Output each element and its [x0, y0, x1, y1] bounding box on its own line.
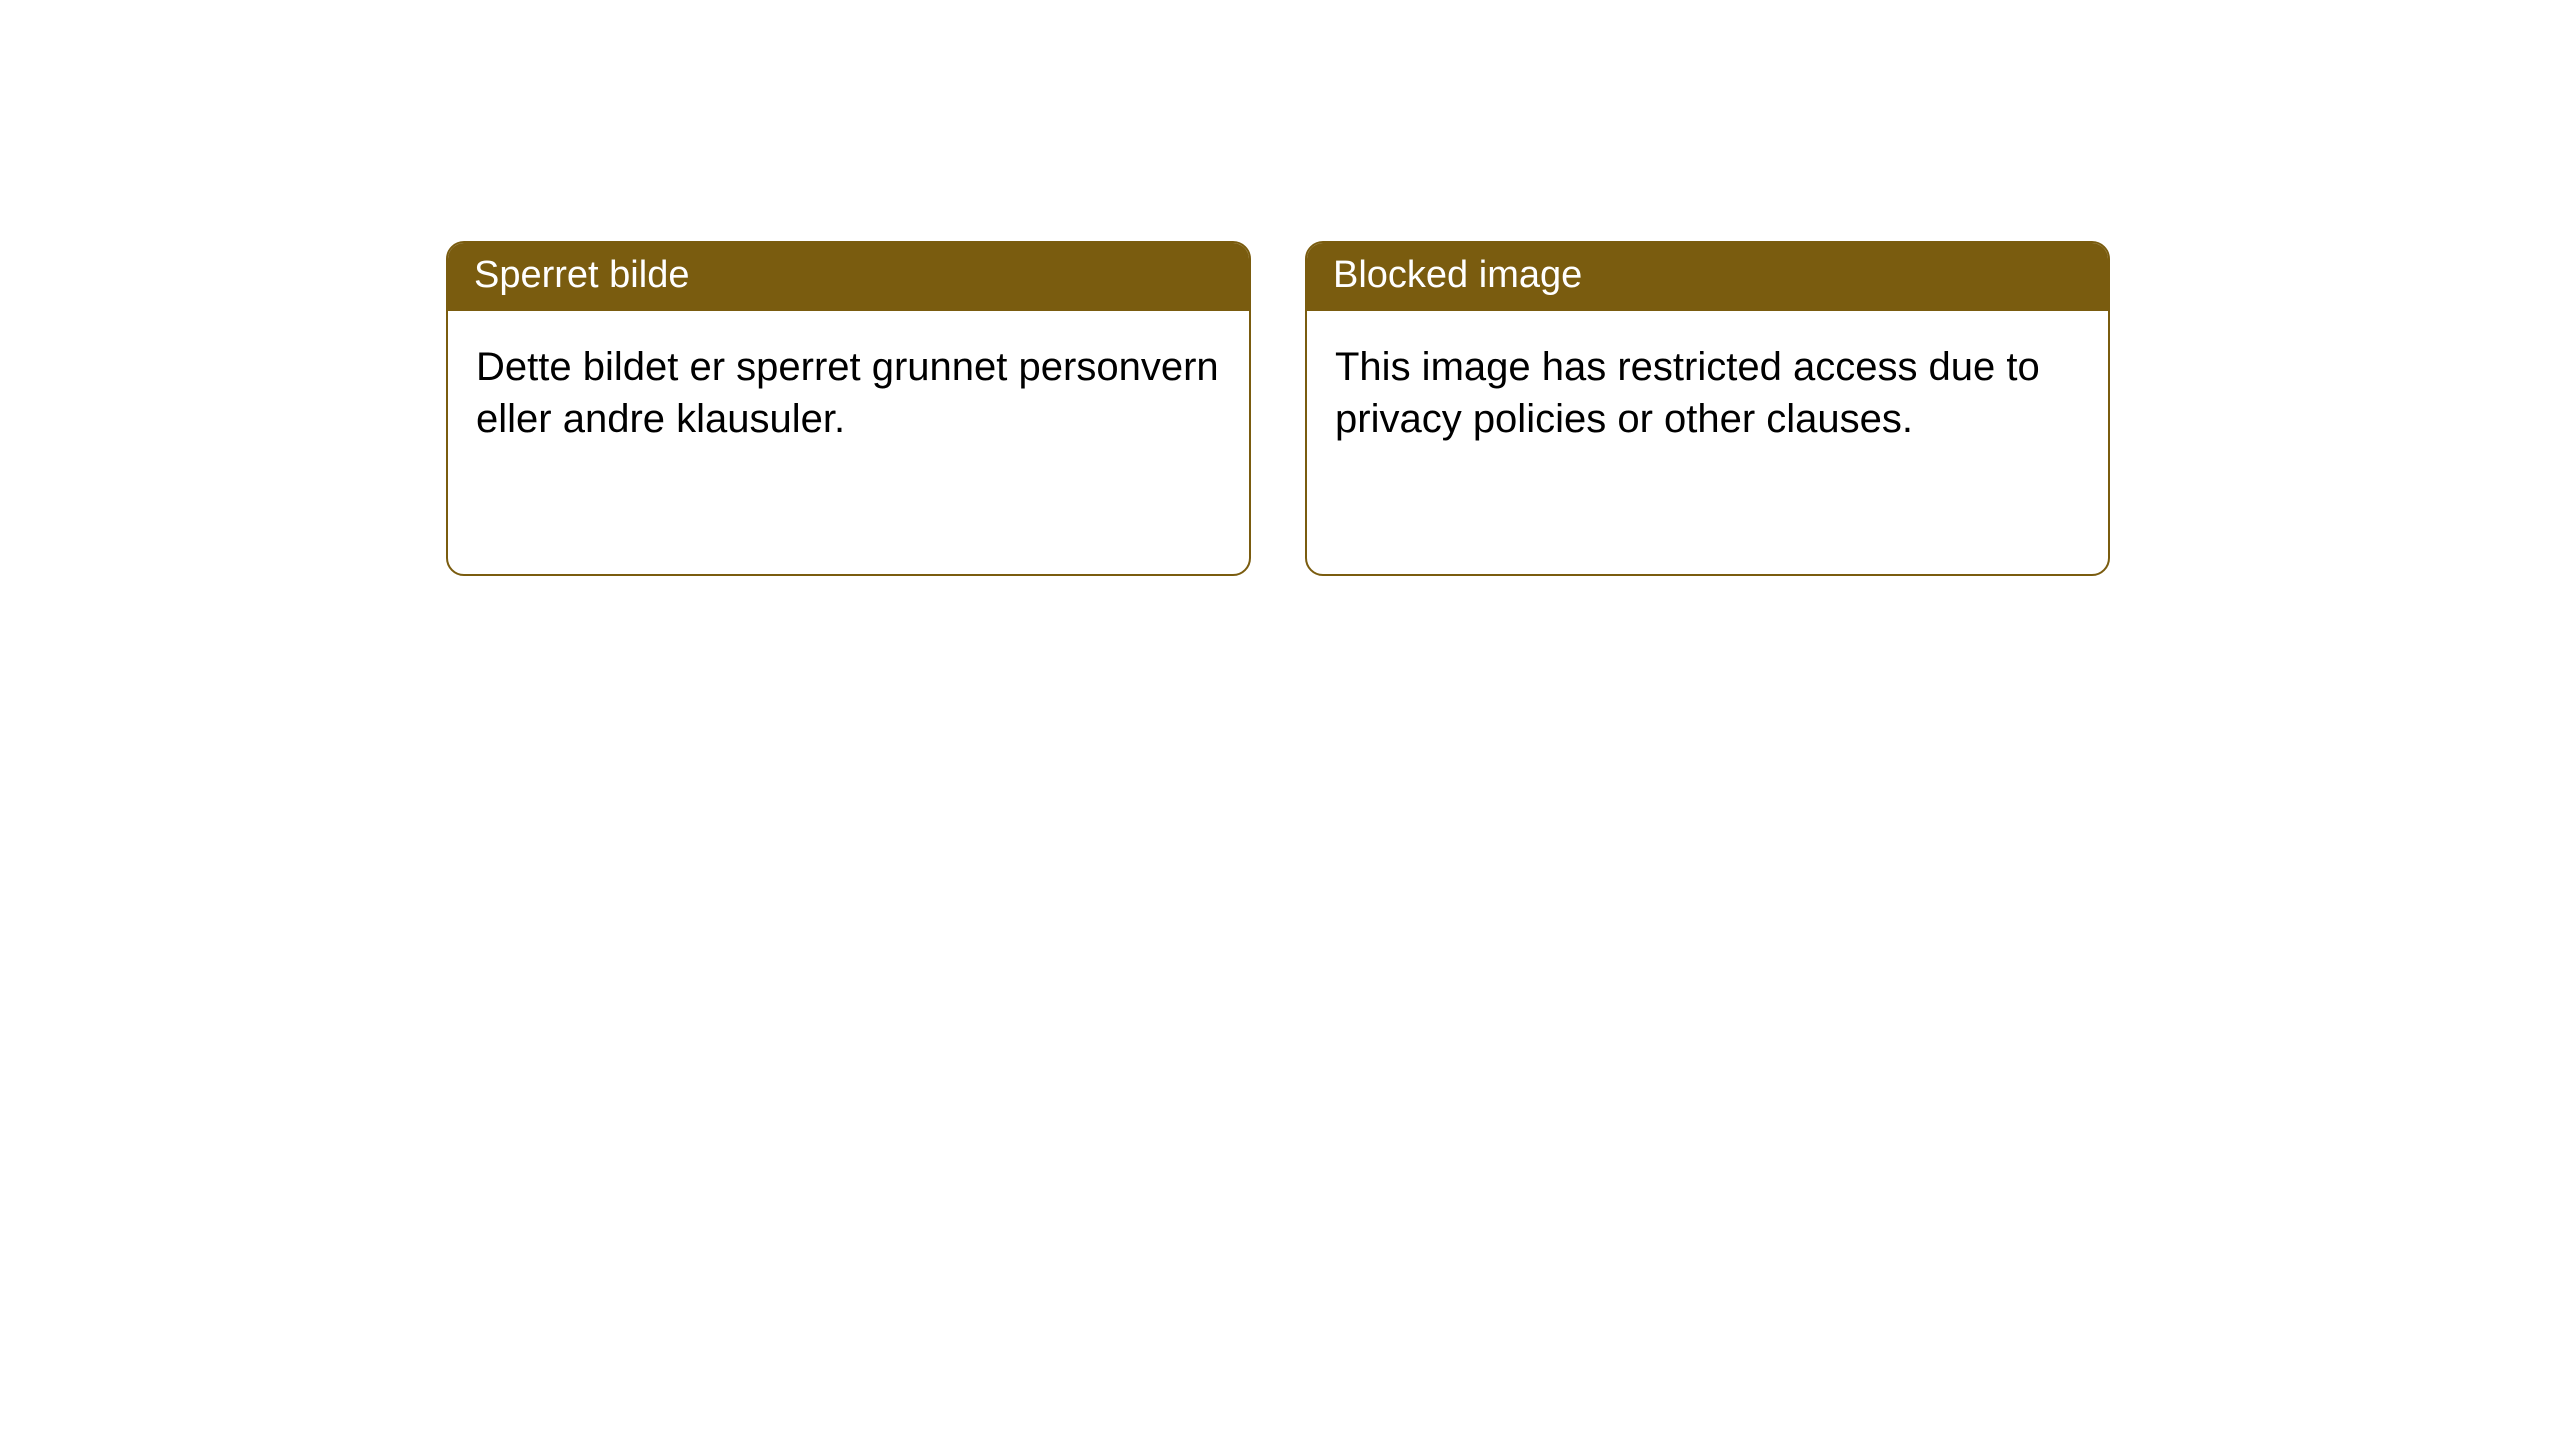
panel-header: Sperret bilde: [448, 243, 1249, 311]
notice-panel-norwegian: Sperret bilde Dette bildet er sperret gr…: [446, 241, 1251, 576]
panel-header: Blocked image: [1307, 243, 2108, 311]
panel-body: Dette bildet er sperret grunnet personve…: [448, 311, 1249, 475]
panel-body: This image has restricted access due to …: [1307, 311, 2108, 475]
notice-panel-english: Blocked image This image has restricted …: [1305, 241, 2110, 576]
notice-panels-container: Sperret bilde Dette bildet er sperret gr…: [446, 241, 2110, 576]
